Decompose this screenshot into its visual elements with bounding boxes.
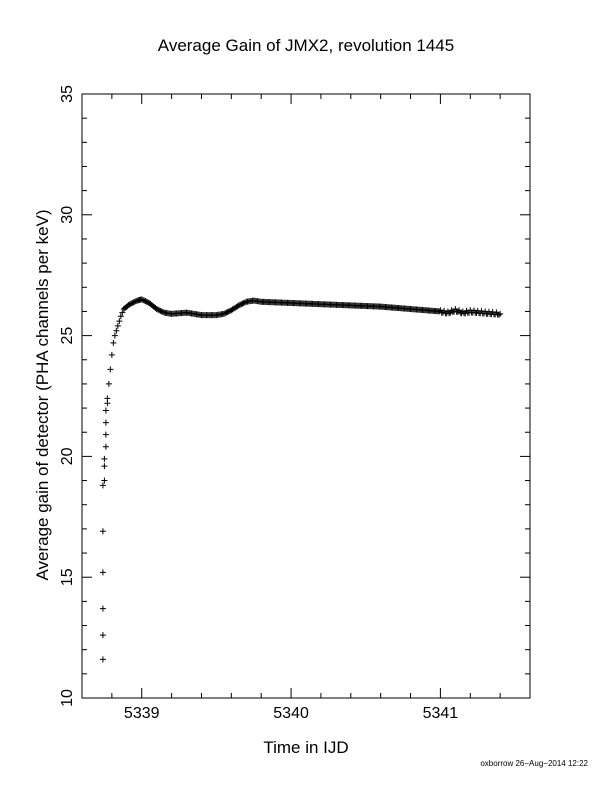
x-tick-label: 5340 (273, 705, 309, 722)
data-point (119, 309, 126, 316)
data-point (102, 443, 109, 450)
y-tick-label: 20 (59, 447, 76, 465)
y-tick-label: 15 (59, 568, 76, 586)
data-point (99, 632, 106, 639)
y-axis-label: Average gain of detector (PHA channels p… (33, 209, 52, 581)
data-point (105, 380, 112, 387)
y-tick-label: 30 (59, 206, 76, 224)
x-tick-label: 5339 (124, 705, 160, 722)
data-point (99, 656, 106, 663)
data-point (101, 477, 108, 484)
data-point (113, 327, 120, 334)
x-tick-label: 5341 (423, 705, 459, 722)
y-tick-label: 25 (59, 327, 76, 345)
data-point (116, 318, 123, 325)
axis-ticks: 5339 5340 5341 10 15 20 25 30 35 (59, 85, 531, 722)
data-point (99, 605, 106, 612)
chart-title: Average Gain of JMX2, revolution 1445 (157, 36, 455, 55)
data-point (102, 419, 109, 426)
data-point (101, 463, 108, 470)
data-point (111, 332, 118, 339)
footer-stamp: oxborrow 26−Aug−2014 12:22 (480, 759, 588, 768)
data-point (101, 455, 108, 462)
plot-frame (81, 93, 531, 699)
x-axis-label: Time in IJD (263, 738, 349, 757)
data-marks (99, 296, 504, 663)
data-point (99, 482, 106, 489)
y-tick-label: 10 (59, 689, 76, 707)
data-point (114, 322, 121, 329)
data-point (104, 395, 111, 402)
data-point (102, 407, 109, 414)
data-point (99, 569, 106, 576)
data-point (107, 366, 114, 373)
data-point (108, 351, 115, 358)
data-point (495, 311, 502, 318)
data-point (117, 313, 124, 320)
data-point (110, 339, 117, 346)
y-tick-label: 35 (59, 85, 76, 103)
data-point (99, 528, 106, 535)
data-point (497, 310, 504, 317)
data-point (102, 431, 109, 438)
